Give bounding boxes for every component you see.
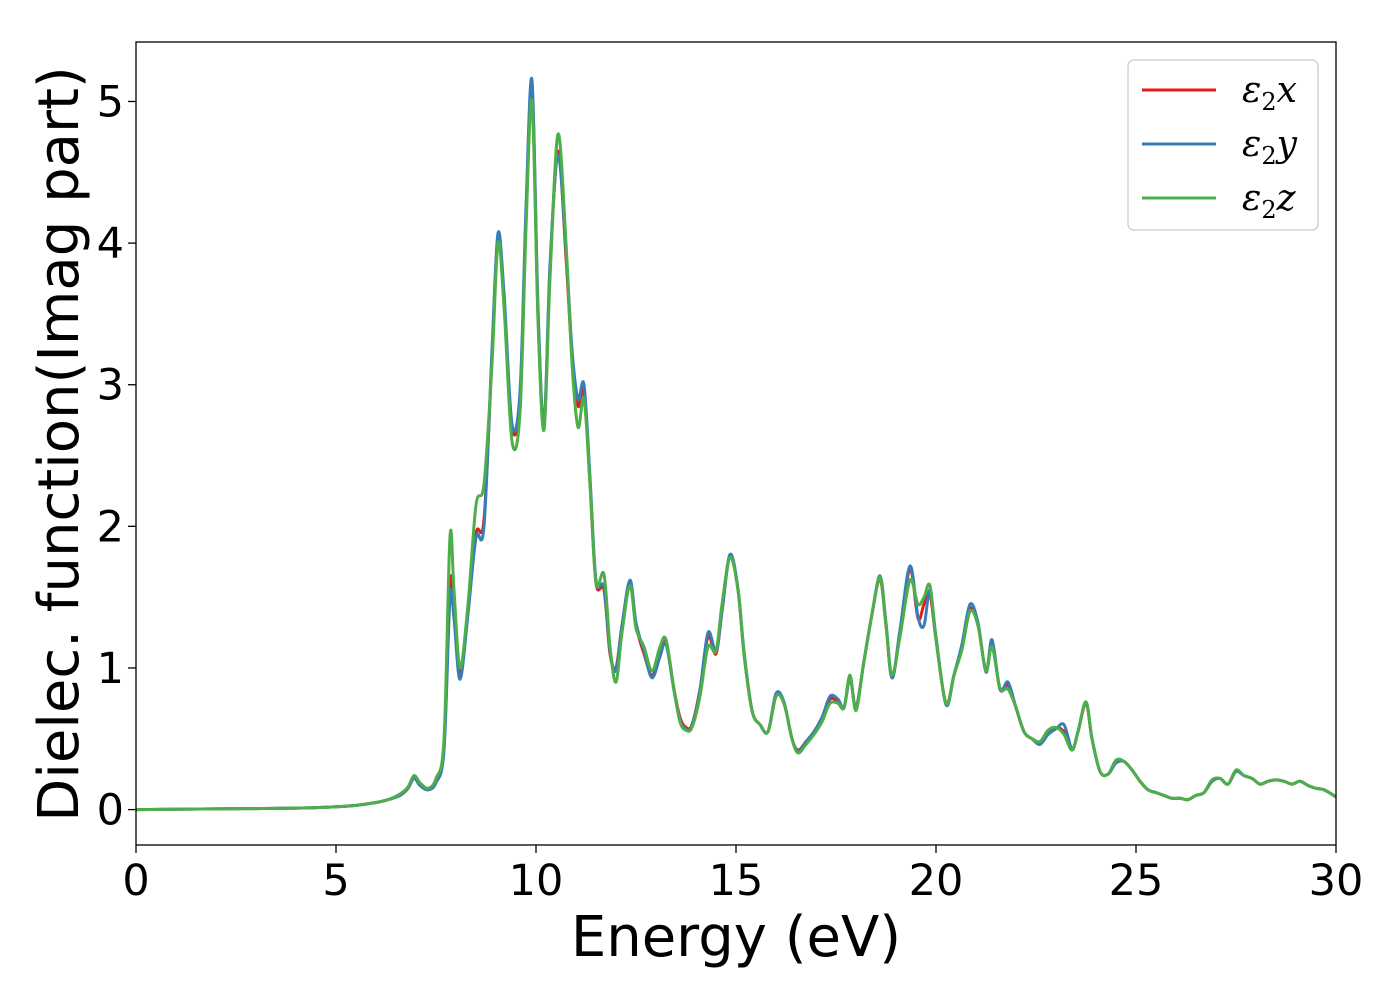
plot-lines: [135, 76, 1337, 812]
legend-label-z: ε2z: [1242, 178, 1297, 224]
legend: ε2x ε2y ε2z: [1127, 59, 1319, 231]
y-tick-label: 0: [97, 786, 124, 836]
x-axis-ticks: 0 5 10 15 20 25 30: [122, 845, 1363, 906]
series-line-z: [135, 98, 1337, 812]
x-tick-label: 10: [509, 856, 564, 906]
x-tick-label: 15: [709, 856, 764, 906]
legend-box: [1127, 59, 1319, 231]
y-tick-label: 3: [97, 361, 124, 411]
y-tick-label: 2: [97, 502, 124, 552]
legend-label-y: ε2y: [1242, 124, 1298, 170]
y-axis-ticks: 0 1 2 3 4 5: [97, 77, 136, 836]
x-axis-label: Energy (eV): [571, 905, 901, 970]
y-tick-label: 1: [97, 644, 124, 694]
y-tick-label: 5: [97, 77, 124, 127]
x-tick-label: 25: [1109, 856, 1164, 906]
y-tick-label: 4: [97, 219, 124, 269]
legend-label-x: ε2x: [1242, 70, 1297, 116]
x-tick-label: 5: [322, 856, 349, 906]
x-tick-label: 20: [909, 856, 964, 906]
x-tick-label: 0: [122, 856, 149, 906]
y-axis-label: Dielec. function(Imag part): [27, 66, 92, 822]
x-tick-label: 30: [1309, 856, 1364, 906]
